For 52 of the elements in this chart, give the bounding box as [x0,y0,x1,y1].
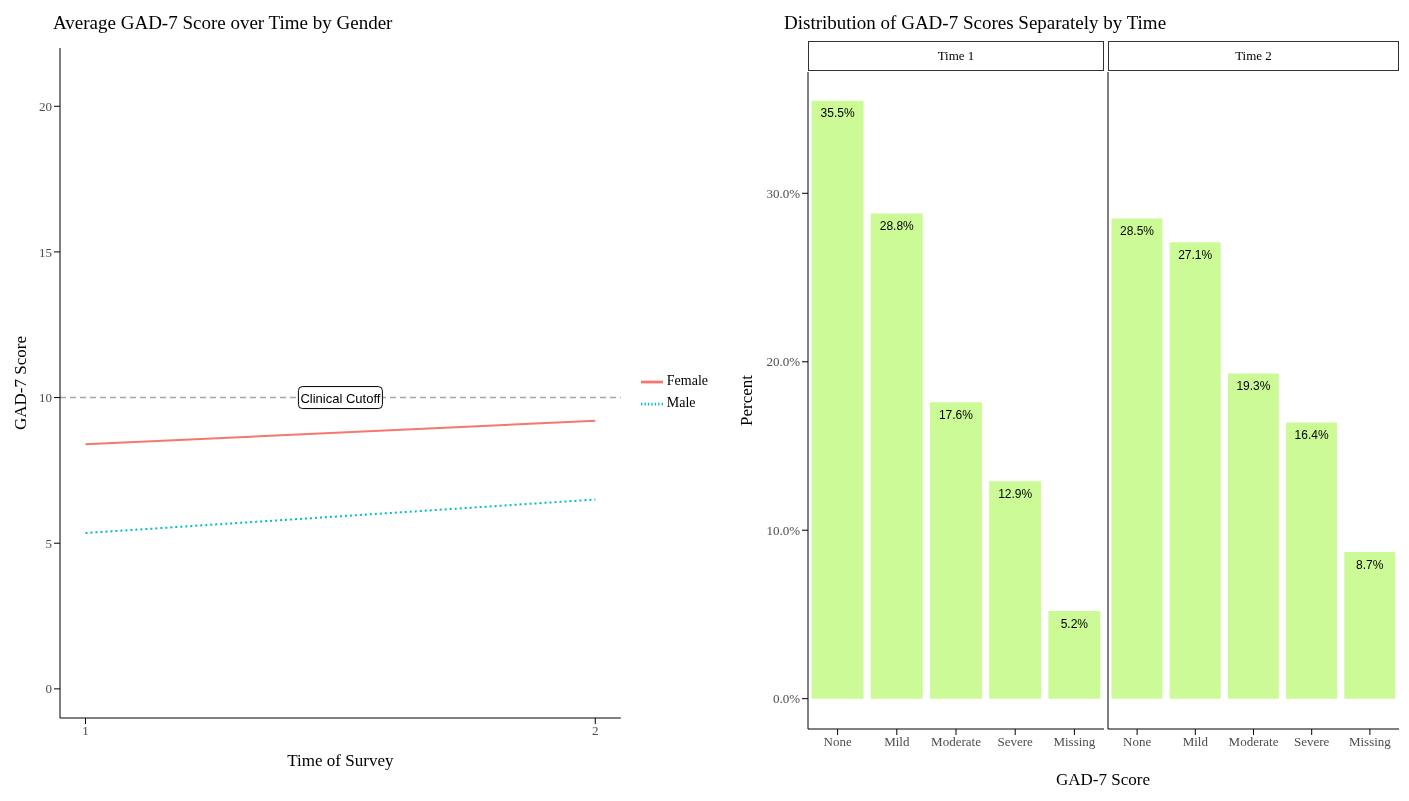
data-label: 16.4% [1294,427,1329,442]
x-axis-title: GAD-7 Score [1055,770,1151,790]
bar [1227,373,1279,699]
y-tick-label: 20 [39,98,52,114]
x-tick-label: Missing [1348,734,1392,750]
bar [929,402,982,699]
bar [1111,218,1163,699]
bar [1286,422,1338,699]
y-tick-label: 5 [45,535,52,551]
data-label: 28.8% [879,219,915,234]
x-tick-label: None [1123,734,1152,750]
x-tick-label: 2 [592,723,599,739]
data-label: 28.5% [1119,224,1155,239]
data-label: 19.3% [1236,379,1271,394]
x-tick-label: None [823,734,852,750]
ref-line-label: Clinical Cutoff [300,390,381,406]
y-tick-label: 0 [45,681,52,697]
x-tick-label: Severe [1294,734,1330,750]
y-tick-label: 20.0% [766,354,801,370]
legend-label: Male [666,395,696,411]
data-label: 5.2% [1060,616,1089,631]
y-tick-label: 15 [39,244,52,260]
y-axis-title: GAD-7 Score [11,336,31,430]
chart-title: Average GAD-7 Score over Time by Gender [53,12,393,34]
bar [989,481,1042,699]
y-axis-title: Percent [737,374,757,426]
y-tick-label: 30.0% [766,185,801,201]
x-tick-label: Moderate [931,734,982,750]
bar [811,100,864,699]
bar [1048,611,1101,699]
data-label: 17.6% [938,407,974,422]
data-label: 27.1% [1178,247,1213,262]
chart-title: Distribution of GAD-7 Scores Separately by Time [784,12,1167,34]
x-tick-label: Missing [1053,734,1096,750]
x-tick-label: Mild [1182,734,1209,750]
data-label: 8.7% [1356,557,1384,572]
bar [1344,552,1396,699]
x-axis-title: Time of Survey [287,751,394,770]
data-label: 35.5% [820,106,855,121]
legend-label: Female [666,373,708,389]
y-tick-label: 10 [39,390,52,406]
bar [870,213,923,699]
y-tick-label: 0.0% [772,691,801,707]
chart-subtitle: Time 1 [808,41,1104,71]
x-tick-label: Severe [997,734,1034,750]
data-label: 12.9% [998,486,1033,501]
bar [1169,242,1221,699]
y-tick-label: 10.0% [766,522,801,538]
x-tick-label: Mild [884,734,910,750]
chart-subtitle: Time 2 [1108,41,1399,71]
x-tick-label: Moderate [1228,734,1279,750]
x-tick-label: 1 [82,723,89,739]
